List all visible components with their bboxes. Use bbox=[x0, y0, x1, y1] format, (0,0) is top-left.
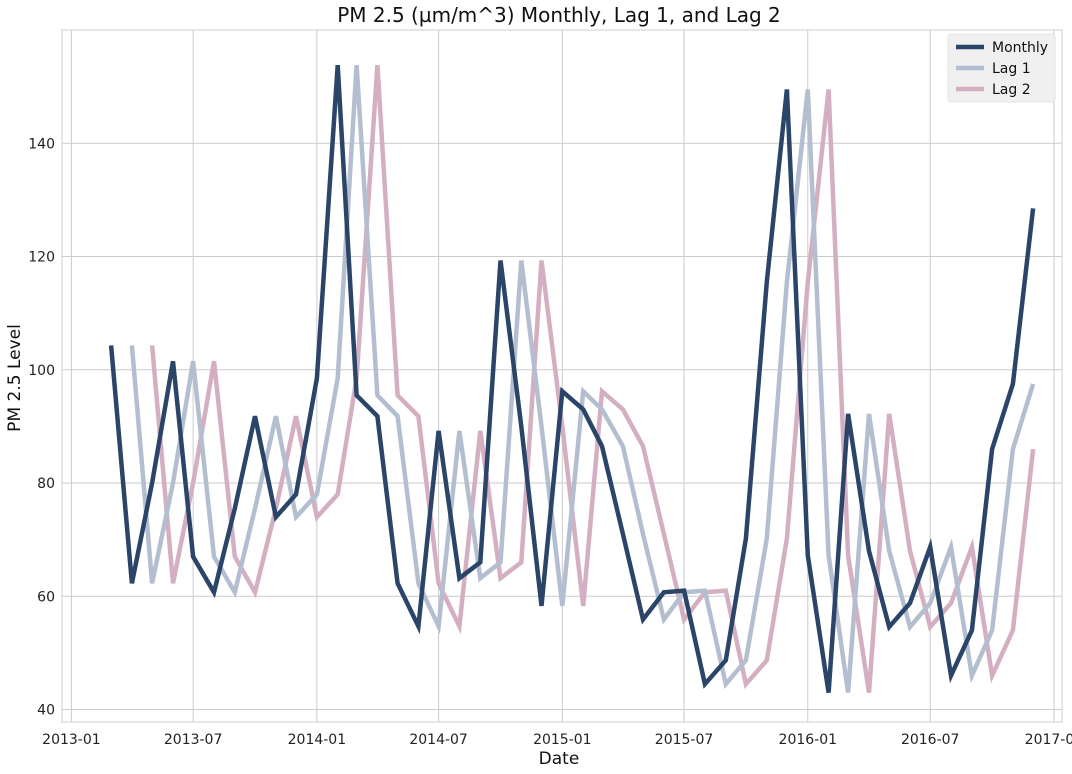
y-tick-label: 40 bbox=[37, 703, 55, 719]
y-tick-label: 100 bbox=[28, 363, 55, 379]
y-tick-label: 80 bbox=[37, 476, 55, 492]
legend-label: Lag 1 bbox=[992, 61, 1031, 77]
x-tick-label: 2014-07 bbox=[409, 732, 468, 748]
x-tick-label: 2015-07 bbox=[655, 732, 714, 748]
series-line-lag-1 bbox=[129, 64, 1036, 693]
y-tick-label: 140 bbox=[28, 136, 55, 152]
series-lines bbox=[108, 64, 1036, 693]
legend-label: Lag 2 bbox=[992, 82, 1031, 98]
series-line-monthly bbox=[108, 64, 1036, 693]
legend-box bbox=[947, 33, 1056, 103]
tick-labels: 2013-01 2013-07 2014-01 2014-07 2015-01 2015-… bbox=[28, 136, 1072, 748]
y-tick-label: 60 bbox=[37, 589, 55, 605]
x-axis-label: Date bbox=[539, 749, 580, 769]
x-tick-label: 2013-01 bbox=[42, 732, 101, 748]
x-tick-label: 2016-07 bbox=[901, 732, 960, 748]
legend: Monthly Lag 1 Lag 2 bbox=[947, 33, 1056, 103]
x-tick-label: 2014-01 bbox=[288, 732, 347, 748]
chart-title: PM 2.5 (µm/m^3) Monthly, Lag 1, and Lag … bbox=[337, 3, 781, 27]
y-axis-label: PM 2.5 Level bbox=[5, 324, 25, 432]
x-tick-label: 2017-01 bbox=[1025, 732, 1072, 748]
x-tick-label: 2013-07 bbox=[164, 732, 223, 748]
y-tick-label: 120 bbox=[28, 250, 55, 266]
legend-label: Monthly bbox=[992, 40, 1048, 56]
x-tick-label: 2016-01 bbox=[779, 732, 838, 748]
series-line-lag-2 bbox=[149, 64, 1036, 693]
x-tick-label: 2015-01 bbox=[533, 732, 592, 748]
